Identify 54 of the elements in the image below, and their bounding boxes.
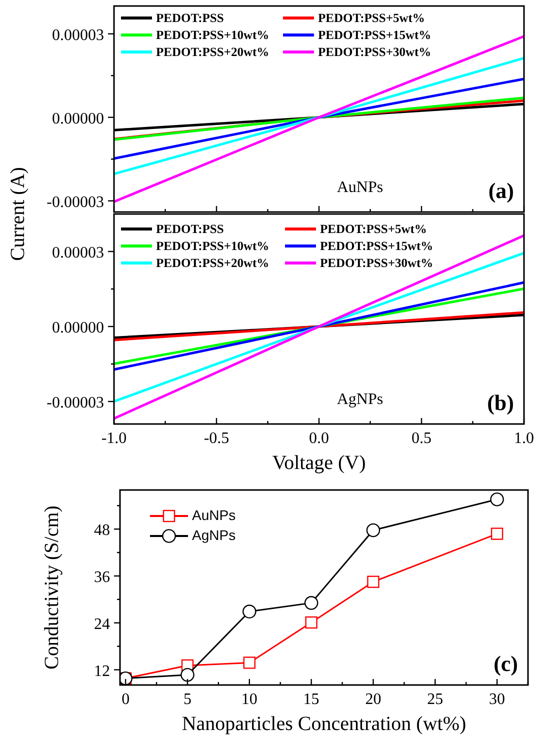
x-tick-label: 25 bbox=[427, 691, 444, 708]
y-tick-label: 0.00000 bbox=[52, 320, 104, 336]
x-axis-title: Nanoparticles Concentration (wt%) bbox=[182, 713, 466, 735]
point bbox=[366, 523, 380, 538]
point bbox=[305, 616, 318, 629]
annotation: (c) bbox=[494, 651, 518, 676]
legend-label: PEDOT:PSS+20wt% bbox=[156, 256, 270, 270]
x-tick-label: 1.0 bbox=[514, 430, 534, 447]
point bbox=[242, 604, 256, 618]
legend-label: PEDOT:PSS+15wt% bbox=[318, 28, 432, 42]
annotation: AuNPs bbox=[336, 179, 384, 196]
x-tick-label: 0.5 bbox=[412, 430, 432, 447]
annotation: (a) bbox=[488, 178, 514, 203]
y-tick-label: 0.00003 bbox=[52, 26, 104, 44]
legend-label: PEDOT:PSS bbox=[156, 222, 224, 236]
y-tick-label: 36 bbox=[94, 568, 110, 586]
y-tick-label: -0.00003 bbox=[46, 394, 104, 412]
legend-label: AgNPs bbox=[192, 527, 236, 543]
legend-label: PEDOT:PSS+5wt% bbox=[318, 11, 425, 25]
y-axis-title: Current (A) bbox=[7, 167, 29, 261]
legend-label: AuNPs bbox=[192, 507, 236, 523]
annotation: AgNPs bbox=[336, 391, 384, 408]
x-tick-label: 30 bbox=[489, 691, 506, 708]
x-tick-label: 20 bbox=[365, 691, 382, 708]
annotation: (b) bbox=[487, 390, 514, 415]
point bbox=[367, 576, 380, 588]
legend-label: PEDOT:PSS+30wt% bbox=[318, 45, 432, 59]
legend-label: PEDOT:PSS+15wt% bbox=[320, 239, 434, 253]
legend-label: PEDOT:PSS+10wt% bbox=[156, 239, 270, 253]
y-tick-label: 24 bbox=[94, 616, 110, 633]
y-tick-label: 12 bbox=[94, 662, 110, 680]
x-tick-label: -0.5 bbox=[204, 430, 230, 447]
legend-label: PEDOT:PSS+30wt% bbox=[320, 256, 434, 270]
y-tick-label: 0.00003 bbox=[52, 244, 104, 262]
x-tick-label: 0.0 bbox=[309, 430, 329, 447]
y-tick-label: -0.00003 bbox=[46, 194, 104, 211]
y-tick-label: 48 bbox=[94, 522, 110, 540]
legend-label: PEDOT:PSS+10wt% bbox=[156, 28, 270, 42]
point bbox=[490, 528, 504, 540]
y-axis-title: Conductivity (S/cm) bbox=[41, 506, 63, 670]
x-tick-label: -1.0 bbox=[101, 430, 127, 447]
x-tick-label: 0 bbox=[122, 691, 130, 708]
legend-label: PEDOT:PSS+5wt% bbox=[320, 222, 427, 236]
y-tick-label: 0.00000 bbox=[52, 110, 104, 128]
x-axis-title: Voltage (V) bbox=[272, 452, 366, 474]
point bbox=[304, 596, 318, 610]
legend-label: PEDOT:PSS bbox=[156, 11, 224, 25]
x-tick-label: 10 bbox=[241, 691, 258, 708]
x-tick-label: 5 bbox=[183, 691, 192, 708]
point bbox=[243, 656, 256, 669]
point bbox=[490, 492, 504, 506]
point bbox=[180, 668, 194, 682]
x-tick-label: 15 bbox=[303, 691, 320, 708]
legend-label: PEDOT:PSS+20wt% bbox=[156, 45, 270, 59]
